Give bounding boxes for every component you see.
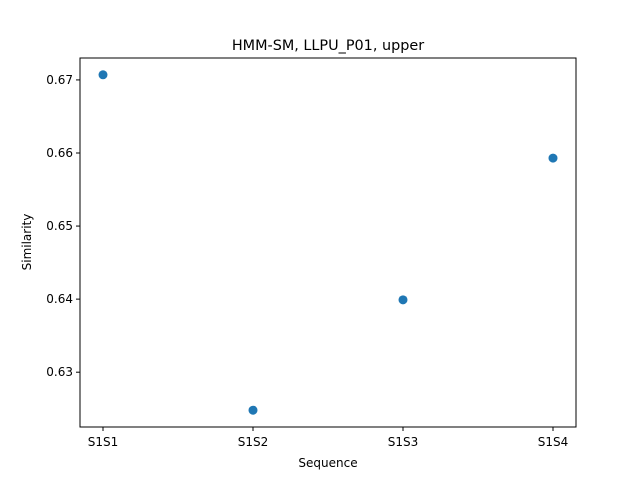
x-tick-label: S1S1 <box>88 435 119 449</box>
x-tick-label: S1S2 <box>238 435 269 449</box>
chart-title: HMM-SM, LLPU_P01, upper <box>232 38 424 54</box>
data-points <box>98 70 558 415</box>
data-point-s1s1 <box>98 70 108 80</box>
y-tick-label: 0.63 <box>46 365 73 379</box>
y-tick-label: 0.66 <box>46 146 73 160</box>
data-point-s1s3 <box>398 295 408 305</box>
y-tick-label: 0.65 <box>46 219 73 233</box>
x-tick-label: S1S3 <box>388 435 419 449</box>
y-tick-label: 0.67 <box>46 73 73 87</box>
x-axis-label: Sequence <box>298 456 357 470</box>
data-point-s1s2 <box>248 405 258 415</box>
data-point-s1s4 <box>548 153 558 163</box>
y-tick-label: 0.64 <box>46 292 73 306</box>
y-axis: 0.63 0.64 0.65 0.66 0.67 <box>46 73 80 379</box>
y-axis-label: Similarity <box>20 214 34 271</box>
x-tick-label: S1S4 <box>538 435 569 449</box>
x-axis: S1S1 S1S2 S1S3 S1S4 <box>88 427 569 449</box>
plot-frame <box>79 57 577 428</box>
